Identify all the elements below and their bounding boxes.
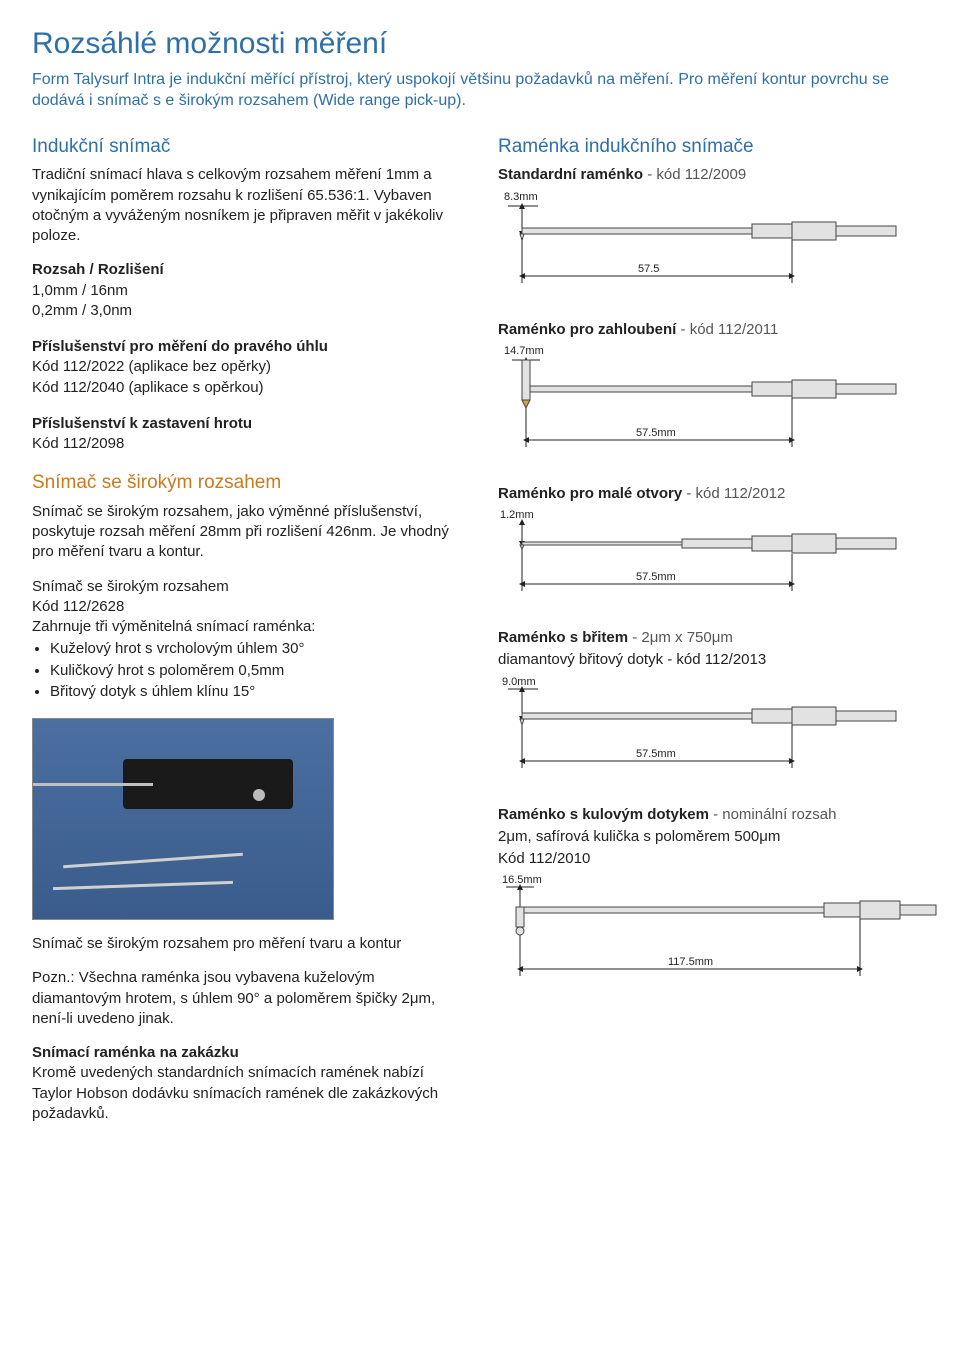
accessory2-line-1: Kód 112/2098	[32, 434, 462, 454]
arm2-bottom-dim: 57.5mm	[636, 427, 676, 439]
arm5-bottom-dim: 117.5mm	[668, 956, 713, 968]
arm3-top-dim: 1.2mm	[500, 509, 534, 521]
arms-heading: Raménka indukčního snímače	[498, 134, 938, 160]
two-column-layout: Indukční snímač Tradiční snímací hlava s…	[32, 134, 928, 1141]
arm4-diagram: 9.0mm 57.5mm	[498, 673, 938, 783]
arm4-bottom-dim: 57.5mm	[636, 748, 676, 760]
arm1-bottom-dim: 57.5	[638, 263, 659, 275]
arm5-subtitle2: Kód 112/2010	[498, 849, 938, 869]
arm3-title: Raménko pro malé otvory - kód 112/2012	[498, 484, 938, 504]
wide-range-text: Snímač se širokým rozsahem, jako výměnné…	[32, 502, 462, 563]
arm1-label: Standardní raménko	[498, 166, 643, 183]
arm5-diagram: 16.5mm 117.5mm	[498, 871, 938, 991]
arm5-title: Raménko s kulovým dotykem - nominální ro…	[498, 805, 938, 825]
arm2-label: Raménko pro zahloubení	[498, 321, 676, 338]
arm4-title: Raménko s břitem - 2μm x 750μm	[498, 628, 938, 648]
arm3-label: Raménko pro malé otvory	[498, 485, 682, 502]
left-column: Indukční snímač Tradiční snímací hlava s…	[32, 134, 462, 1141]
accessory1-heading: Příslušenství pro měření do pravého úhlu	[32, 337, 462, 357]
arm3-diagram: 1.2mm 57.5mm	[498, 506, 938, 606]
arm5-code: - nominální rozsah	[709, 806, 837, 823]
arm4-code: - 2μm x 750μm	[628, 629, 733, 646]
page-title: Rozsáhlé možnosti měření	[32, 24, 928, 65]
accessory2-heading: Příslušenství k zastavení hrotu	[32, 414, 462, 434]
range-heading: Rozsah / Rozlišení	[32, 260, 462, 280]
arm4-top-dim: 9.0mm	[502, 676, 536, 688]
accessory-right-angle: Příslušenství pro měření do pravého úhlu…	[32, 337, 462, 398]
accessory1-line-2: Kód 112/2040 (aplikace s opěrkou)	[32, 378, 462, 398]
arm5-label: Raménko s kulovým dotykem	[498, 806, 709, 823]
custom-heading: Snímací raménka na zakázku	[32, 1043, 462, 1063]
custom-text: Kromě uvedených standardních snímacích r…	[32, 1063, 462, 1124]
range-block: Rozsah / Rozlišení 1,0mm / 16nm 0,2mm / …	[32, 260, 462, 321]
photo-probe	[33, 783, 153, 786]
custom-arms-block: Snímací raménka na zakázku Kromě uvedený…	[32, 1043, 462, 1124]
range-line-1: 1,0mm / 16nm	[32, 281, 462, 301]
arm3-bottom-dim: 57.5mm	[636, 571, 676, 583]
intro-text: Form Talysurf Intra je indukční měřící p…	[32, 69, 928, 112]
arm5-subtitle: 2μm, safírová kulička s poloměrem 500μm	[498, 827, 938, 847]
arm1-diagram: 8.3mm 57.5	[498, 188, 938, 298]
arm1-title: Standardní raménko - kód 112/2009	[498, 165, 938, 185]
wide2-code: Kód 112/2628	[32, 597, 462, 617]
sensor-photo	[32, 718, 334, 920]
arm2-diagram: 14.7mm 57.5mm	[498, 342, 938, 462]
wide2-intro: Zahrnuje tři výměnitelná snímací raménka…	[32, 617, 462, 637]
inductive-text: Tradiční snímací hlava s celkovým rozsah…	[32, 165, 462, 246]
arm4-subtitle: diamantový břitový dotyk - kód 112/2013	[498, 650, 938, 670]
photo-stylus	[53, 881, 233, 890]
wide2-items-list: Kuželový hrot s vrcholovým úhlem 30° Kul…	[32, 639, 462, 702]
arm1-code: - kód 112/2009	[643, 166, 746, 183]
arm1-top-dim: 8.3mm	[504, 191, 538, 203]
wide2-item: Kuželový hrot s vrcholovým úhlem 30°	[50, 639, 462, 659]
note-text: Pozn.: Všechna raménka jsou vybavena kuž…	[32, 968, 462, 1029]
arm3-code: - kód 112/2012	[682, 485, 785, 502]
accessory-stop: Příslušenství k zastavení hrotu Kód 112/…	[32, 414, 462, 455]
arm2-top-dim: 14.7mm	[504, 345, 544, 357]
arm2-code: - kód 112/2011	[676, 321, 778, 338]
accessory1-line-1: Kód 112/2022 (aplikace bez opěrky)	[32, 357, 462, 377]
right-column: Raménka indukčního snímače Standardní ra…	[498, 134, 938, 1141]
wide2-item: Břitový dotyk s úhlem klínu 15°	[50, 682, 462, 702]
range-line-2: 0,2mm / 3,0nm	[32, 301, 462, 321]
photo-stylus	[63, 853, 243, 869]
arm5-top-dim: 16.5mm	[502, 874, 542, 886]
wide2-item: Kuličkový hrot s poloměrem 0,5mm	[50, 661, 462, 681]
wide-range-heading: Snímač se širokým rozsahem	[32, 470, 462, 496]
arm2-title: Raménko pro zahloubení - kód 112/2011	[498, 320, 938, 340]
inductive-heading: Indukční snímač	[32, 134, 462, 160]
wide2-heading: Snímač se širokým rozsahem	[32, 577, 462, 597]
photo-caption: Snímač se širokým rozsahem pro měření tv…	[32, 934, 462, 954]
arm4-label: Raménko s břitem	[498, 629, 628, 646]
wide-range-kit: Snímač se širokým rozsahem Kód 112/2628 …	[32, 577, 462, 703]
